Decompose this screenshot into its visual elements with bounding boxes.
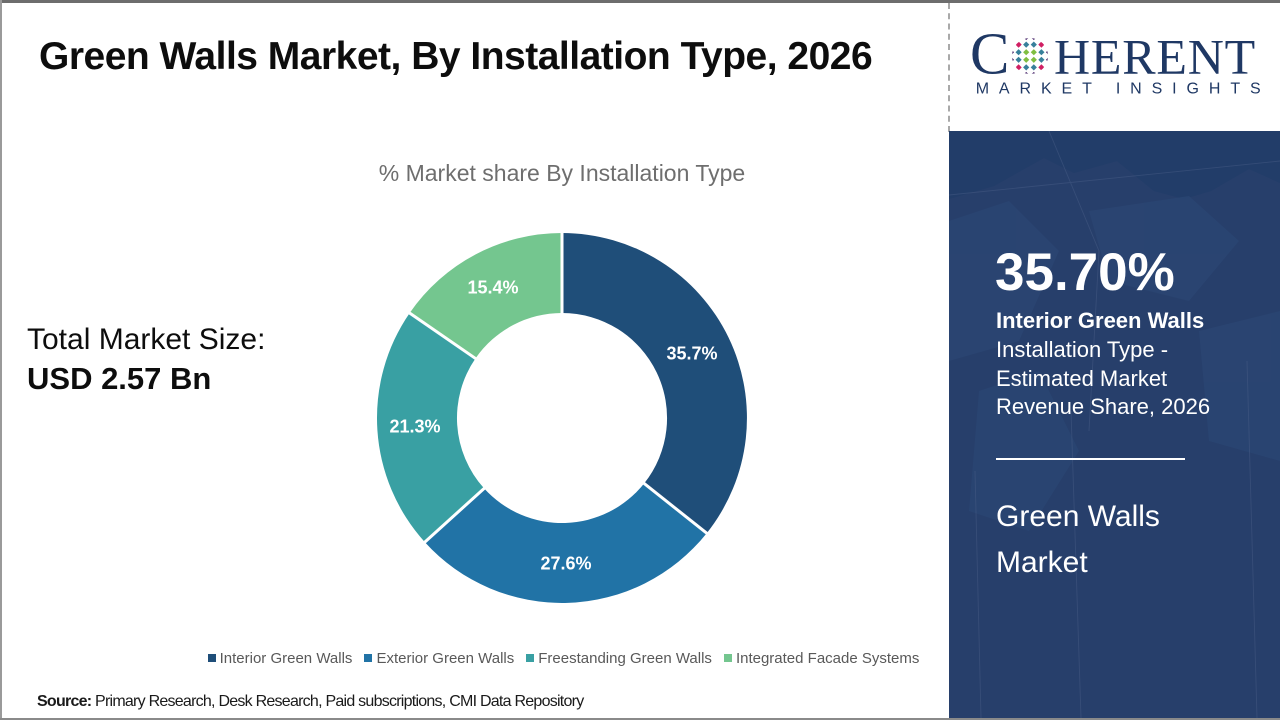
svg-text:HERENT: HERENT	[1054, 30, 1256, 84]
svg-text:C: C	[970, 30, 1009, 86]
svg-text:MARKET INSIGHTS: MARKET INSIGHTS	[976, 81, 1262, 96]
